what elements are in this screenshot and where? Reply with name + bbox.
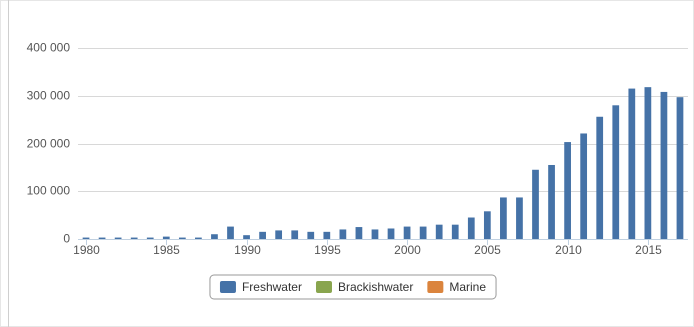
y-tick-label: 100 000 xyxy=(27,184,71,198)
bar xyxy=(211,234,218,239)
legend-box xyxy=(209,274,497,300)
legend-item[interactable]: Brackishwater xyxy=(315,280,413,294)
y-tick-label: 200 000 xyxy=(27,137,71,151)
bar xyxy=(323,231,331,239)
bar xyxy=(275,230,283,239)
bar xyxy=(178,237,186,239)
bar xyxy=(130,237,138,239)
legend-swatch xyxy=(219,281,236,293)
bar xyxy=(371,229,379,239)
bar xyxy=(532,169,539,239)
bar xyxy=(403,226,411,239)
bar xyxy=(548,164,555,239)
x-tick-label: 1980 xyxy=(73,243,100,257)
bar xyxy=(98,237,106,239)
x-tick-label: 1985 xyxy=(153,243,180,257)
bar xyxy=(291,230,299,239)
bar xyxy=(564,142,571,239)
x-tick-label: 1995 xyxy=(314,243,341,257)
bar xyxy=(580,133,588,239)
legend: Freshwater Brackishwater Marine xyxy=(209,274,497,300)
y-tick-label: 400 000 xyxy=(27,41,71,55)
bar xyxy=(82,237,90,239)
bar xyxy=(628,88,636,240)
legend-label: Brackishwater xyxy=(338,280,413,294)
bar xyxy=(355,227,363,239)
bar xyxy=(146,237,154,239)
x-tick-label: 2005 xyxy=(474,243,501,257)
bar xyxy=(162,236,170,239)
y-tick-label: 0 xyxy=(63,232,70,246)
bar xyxy=(500,197,507,239)
x-tick-label: 2015 xyxy=(635,243,662,257)
legend-item[interactable]: Freshwater xyxy=(219,280,302,294)
bar xyxy=(227,226,234,239)
bar xyxy=(114,237,122,239)
x-tick-label: 2010 xyxy=(555,243,582,257)
legend-label: Freshwater xyxy=(242,280,302,294)
bar xyxy=(644,87,652,239)
bar xyxy=(467,217,475,239)
y-tick-label: 300 000 xyxy=(27,89,71,103)
bar xyxy=(435,224,443,239)
x-tick-label: 1990 xyxy=(234,243,261,257)
bar xyxy=(676,97,684,240)
legend-swatch xyxy=(427,281,444,293)
bar xyxy=(307,231,315,239)
bar xyxy=(259,231,266,239)
bar xyxy=(339,229,347,239)
bar xyxy=(419,226,427,239)
bar xyxy=(612,105,620,239)
bar xyxy=(516,197,523,239)
x-tick-label: 2000 xyxy=(394,243,421,257)
bar xyxy=(451,224,459,239)
bar xyxy=(195,237,202,239)
bar xyxy=(387,228,395,239)
bar xyxy=(596,116,604,239)
legend-item[interactable]: Marine xyxy=(427,280,486,294)
bar xyxy=(483,211,491,239)
bar xyxy=(243,235,250,239)
legend-swatch xyxy=(315,281,332,293)
bar xyxy=(660,91,668,240)
legend-label: Marine xyxy=(449,280,486,294)
